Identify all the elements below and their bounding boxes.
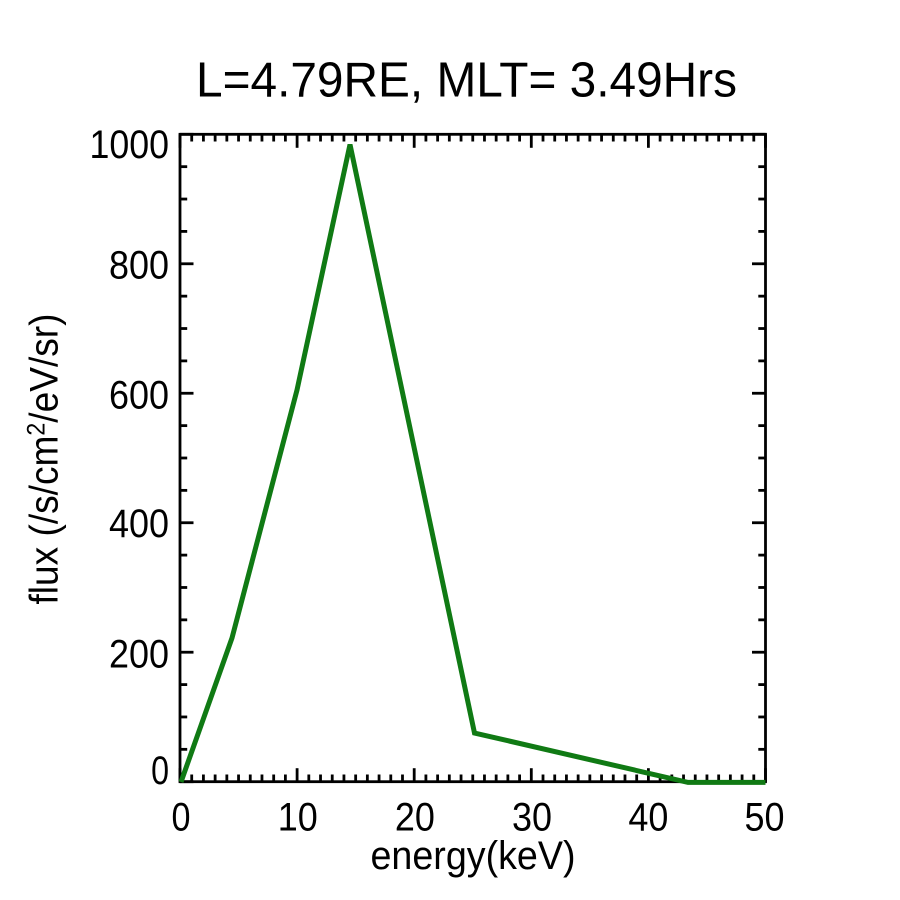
svg-text:600: 600 [109,374,169,418]
svg-text:50: 50 [745,796,785,840]
svg-text:200: 200 [109,632,169,676]
svg-text:0: 0 [151,749,169,793]
svg-text:1000: 1000 [90,123,170,167]
svg-text:30: 30 [512,796,552,840]
svg-text:L=4.79RE, MLT= 3.49Hrs: L=4.79RE, MLT= 3.49Hrs [196,53,737,108]
svg-text:20: 20 [395,796,435,840]
svg-text:800: 800 [109,243,169,287]
svg-text:400: 400 [109,502,169,546]
svg-text:energy(keV): energy(keV) [371,834,576,878]
svg-text:40: 40 [628,796,668,840]
svg-text:0: 0 [172,796,191,840]
svg-text:flux (/s/cm2/eV/sr): flux (/s/cm2/eV/sr) [23,314,67,605]
svg-text:10: 10 [278,796,318,840]
